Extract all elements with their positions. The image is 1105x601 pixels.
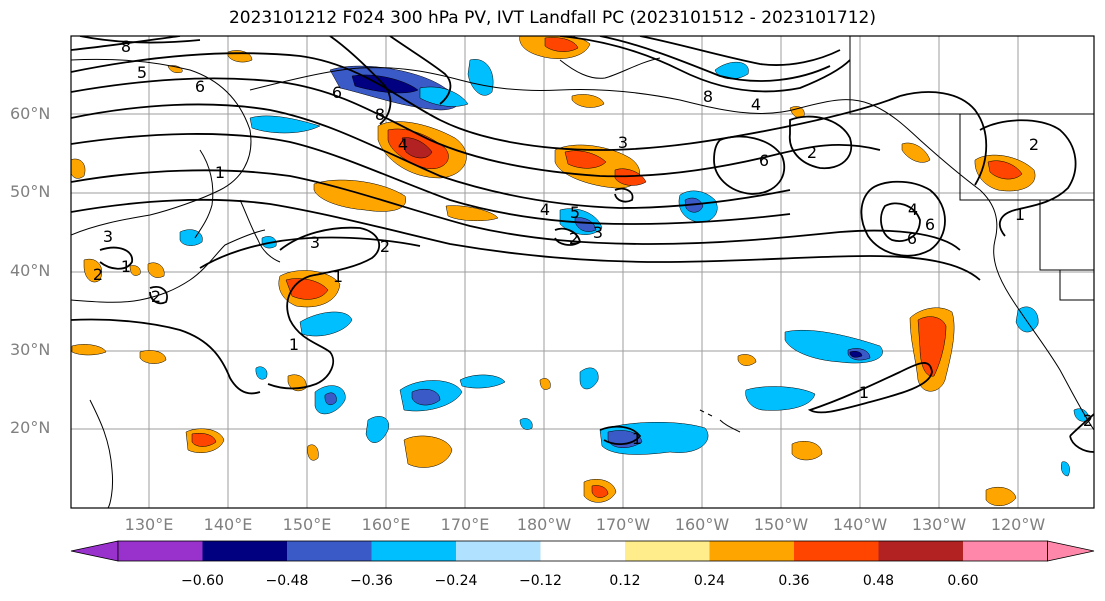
contour-label: 4 [908,200,918,219]
contour-label: 1 [859,383,869,402]
colorbar-segment [625,541,710,561]
colorbar [70,540,1095,562]
contour-label: 4 [540,200,550,219]
colorbar-segment [794,541,879,561]
colorbar-tick-label: 0.60 [947,573,979,589]
contour-labels: 8 5 6 6 8 4 3 1 3 4 5 2 2 3 6 2 6 2 6 4 … [93,37,1093,448]
colorbar-segment [118,541,203,561]
lon-label-170w: 170°W [595,515,651,534]
contour-label: 1 [333,267,343,286]
contour-label: 3 [593,223,603,242]
colorbar-tick-label: 0.36 [778,573,810,589]
lon-label-140w: 140°W [832,515,888,534]
lon-label-140e: 140°E [203,515,253,534]
contour-label: 6 [759,151,769,170]
contour-label: 8 [121,37,131,56]
coastlines [71,36,1094,508]
colorbar-tick-label: −0.36 [350,573,393,589]
contour-label: 2 [1029,135,1039,154]
contour-label: 2 [380,237,390,256]
contour-label: 2 [1083,411,1093,430]
map-panel: 8 5 6 6 8 4 3 1 3 4 5 2 2 3 6 2 6 2 6 4 … [71,36,1094,508]
contour-label: 1 [1015,205,1025,224]
lon-label-120w: 120°W [990,515,1046,534]
colorbar-extend-low [70,540,119,562]
colorbar-tick-label: −0.12 [519,573,562,589]
contour-label: 3 [103,227,113,246]
colorbar-tick-label: 0.12 [609,573,641,589]
lat-label-50n: 50°N [10,182,51,201]
contour-label: 5 [570,203,580,222]
contour-label: 8 [703,87,713,106]
contour-label: 2 [569,229,579,248]
lon-label-160w: 160°W [674,515,730,534]
colorbar-frame [117,540,1048,562]
contour-label: 1 [121,257,131,276]
colorbar-segment [371,541,456,561]
contour-label: 3 [618,133,628,152]
lat-label-40n: 40°N [10,261,51,280]
lat-label-30n: 30°N [10,340,51,359]
colorbar-tick-label: −0.24 [434,573,478,589]
contour-label: 1 [289,335,299,354]
pv-anomaly-fills [71,36,1089,506]
colorbar-tick-label: −0.60 [181,573,224,589]
colorbar-segment [878,541,963,561]
lon-label-180w: 180°W [516,515,572,534]
contour-label: 1 [632,429,642,448]
colorbar-segment [287,541,372,561]
colorbar-tick-label: 0.24 [693,573,726,589]
map-title: 2023101212 F024 300 hPa PV, IVT Landfall… [228,8,876,28]
lon-label-160e: 160°E [361,515,411,534]
colorbar-segment [963,541,1048,561]
lon-label-130w: 130°W [911,515,967,534]
contour-label: 6 [332,83,342,102]
colorbar-tick-label: −0.48 [265,573,309,589]
contour-label: 2 [151,287,161,306]
contour-label: 1 [215,163,225,182]
colorbar-segment [709,541,794,561]
lat-label-60n: 60°N [10,104,51,123]
contour-label: 4 [398,135,408,154]
lon-label-130e: 130°E [124,515,174,534]
colorbar-segment [540,541,625,561]
lat-label-20n: 20°N [10,418,51,437]
colorbar-segment [202,541,287,561]
map-frame [70,35,1095,509]
contour-label: 8 [375,105,385,124]
lon-label-150e: 150°E [282,515,332,534]
contour-label: 2 [807,143,817,162]
colorbar-extend-high [1047,540,1095,562]
contour-label: 2 [93,265,103,284]
lon-label-170e: 170°E [440,515,490,534]
contour-label: 6 [195,77,205,96]
contour-label: 3 [310,233,320,252]
contour-label: 6 [925,215,935,234]
contour-label: 5 [137,63,147,82]
contour-label: 4 [751,95,761,114]
ivt-contours [71,36,1094,453]
lon-label-150w: 150°W [753,515,809,534]
colorbar-tick-label: 0.48 [862,573,895,589]
colorbar-segment [456,541,541,561]
contour-label: 6 [907,229,917,248]
